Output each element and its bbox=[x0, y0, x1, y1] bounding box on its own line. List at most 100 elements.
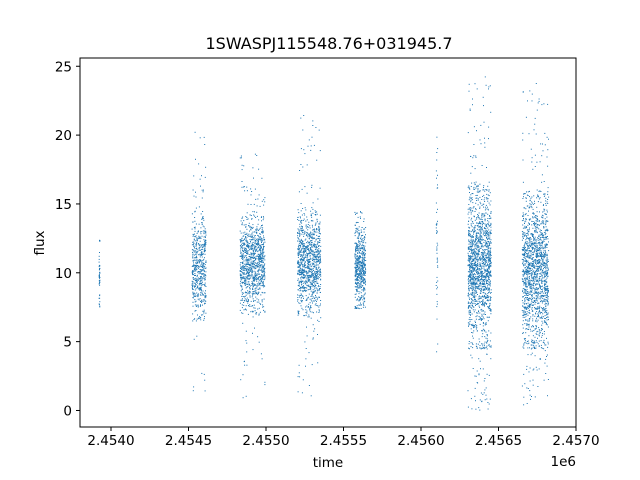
data-point bbox=[200, 289, 202, 290]
data-point bbox=[254, 249, 256, 251]
data-point bbox=[468, 230, 470, 232]
data-point bbox=[362, 302, 364, 304]
data-point-outlier bbox=[483, 380, 485, 382]
data-point bbox=[481, 214, 483, 216]
data-point bbox=[203, 226, 205, 228]
data-point bbox=[468, 297, 470, 299]
data-point bbox=[310, 266, 312, 268]
data-point bbox=[482, 310, 484, 311]
data-point bbox=[313, 234, 315, 236]
data-point bbox=[487, 306, 489, 307]
data-point bbox=[318, 296, 320, 298]
data-point bbox=[467, 302, 469, 304]
data-point bbox=[472, 258, 474, 260]
data-point bbox=[316, 299, 318, 301]
data-point bbox=[359, 267, 361, 268]
data-point bbox=[359, 261, 361, 263]
data-point bbox=[482, 239, 484, 241]
data-point bbox=[475, 202, 477, 204]
data-point bbox=[358, 275, 360, 277]
data-point bbox=[248, 233, 250, 235]
data-point bbox=[300, 258, 302, 260]
data-point-outlier bbox=[193, 386, 195, 388]
data-point bbox=[487, 220, 489, 222]
data-point bbox=[255, 313, 257, 315]
data-point bbox=[306, 299, 308, 301]
data-point bbox=[297, 248, 299, 250]
data-point bbox=[474, 188, 476, 190]
data-point bbox=[196, 304, 198, 306]
data-point bbox=[357, 280, 359, 282]
data-point bbox=[304, 214, 306, 216]
data-point bbox=[486, 223, 488, 225]
data-point bbox=[363, 270, 365, 272]
data-point bbox=[316, 267, 317, 269]
data-point bbox=[242, 232, 244, 234]
data-point bbox=[357, 248, 359, 250]
data-point bbox=[303, 245, 305, 247]
data-point bbox=[483, 266, 485, 268]
data-point bbox=[484, 283, 486, 285]
data-point bbox=[302, 246, 304, 248]
data-point bbox=[524, 235, 525, 237]
data-point bbox=[358, 287, 359, 289]
data-point bbox=[471, 313, 473, 315]
data-point bbox=[297, 263, 299, 265]
data-point bbox=[202, 246, 204, 248]
data-point-outlier bbox=[306, 192, 308, 194]
data-point bbox=[98, 258, 100, 260]
data-point bbox=[355, 272, 357, 274]
data-point bbox=[478, 300, 480, 302]
data-point bbox=[246, 272, 248, 274]
data-point bbox=[298, 271, 300, 273]
data-point bbox=[297, 266, 299, 268]
data-point bbox=[300, 264, 302, 266]
data-point bbox=[301, 269, 303, 271]
data-point bbox=[358, 246, 360, 248]
data-point bbox=[193, 259, 195, 261]
data-point bbox=[259, 287, 261, 289]
data-point bbox=[302, 277, 304, 279]
data-point bbox=[241, 255, 243, 257]
data-point-outlier bbox=[201, 372, 203, 374]
data-point bbox=[467, 301, 469, 303]
data-point bbox=[241, 246, 243, 248]
data-point bbox=[489, 271, 491, 273]
data-point bbox=[490, 265, 492, 267]
data-point-outlier bbox=[298, 372, 300, 374]
data-point bbox=[360, 229, 362, 231]
data-point bbox=[468, 278, 469, 280]
data-point-outlier bbox=[246, 342, 248, 344]
data-point bbox=[239, 256, 241, 257]
data-point bbox=[193, 246, 195, 248]
data-point bbox=[314, 271, 316, 273]
data-point bbox=[545, 289, 547, 291]
data-point bbox=[481, 280, 483, 282]
data-point bbox=[247, 234, 249, 236]
data-point-outlier bbox=[306, 164, 308, 166]
data-point bbox=[482, 253, 484, 255]
data-point bbox=[306, 219, 308, 221]
data-point bbox=[356, 284, 358, 285]
data-point bbox=[297, 297, 299, 298]
data-point bbox=[311, 272, 313, 274]
data-point bbox=[472, 263, 474, 265]
data-point bbox=[253, 214, 255, 216]
data-point bbox=[201, 261, 203, 263]
data-point bbox=[488, 345, 490, 346]
data-point bbox=[472, 274, 474, 276]
data-point bbox=[243, 247, 245, 249]
data-point bbox=[303, 258, 305, 260]
data-point bbox=[256, 228, 258, 230]
data-point bbox=[473, 276, 475, 278]
data-point bbox=[489, 233, 491, 235]
data-point bbox=[360, 247, 362, 249]
data-point bbox=[359, 264, 361, 266]
data-point bbox=[354, 257, 356, 259]
data-point bbox=[309, 244, 311, 246]
data-point bbox=[253, 251, 255, 253]
data-point-outlier bbox=[254, 188, 256, 190]
data-point bbox=[308, 250, 310, 252]
data-point bbox=[357, 260, 359, 262]
data-point bbox=[319, 252, 320, 254]
